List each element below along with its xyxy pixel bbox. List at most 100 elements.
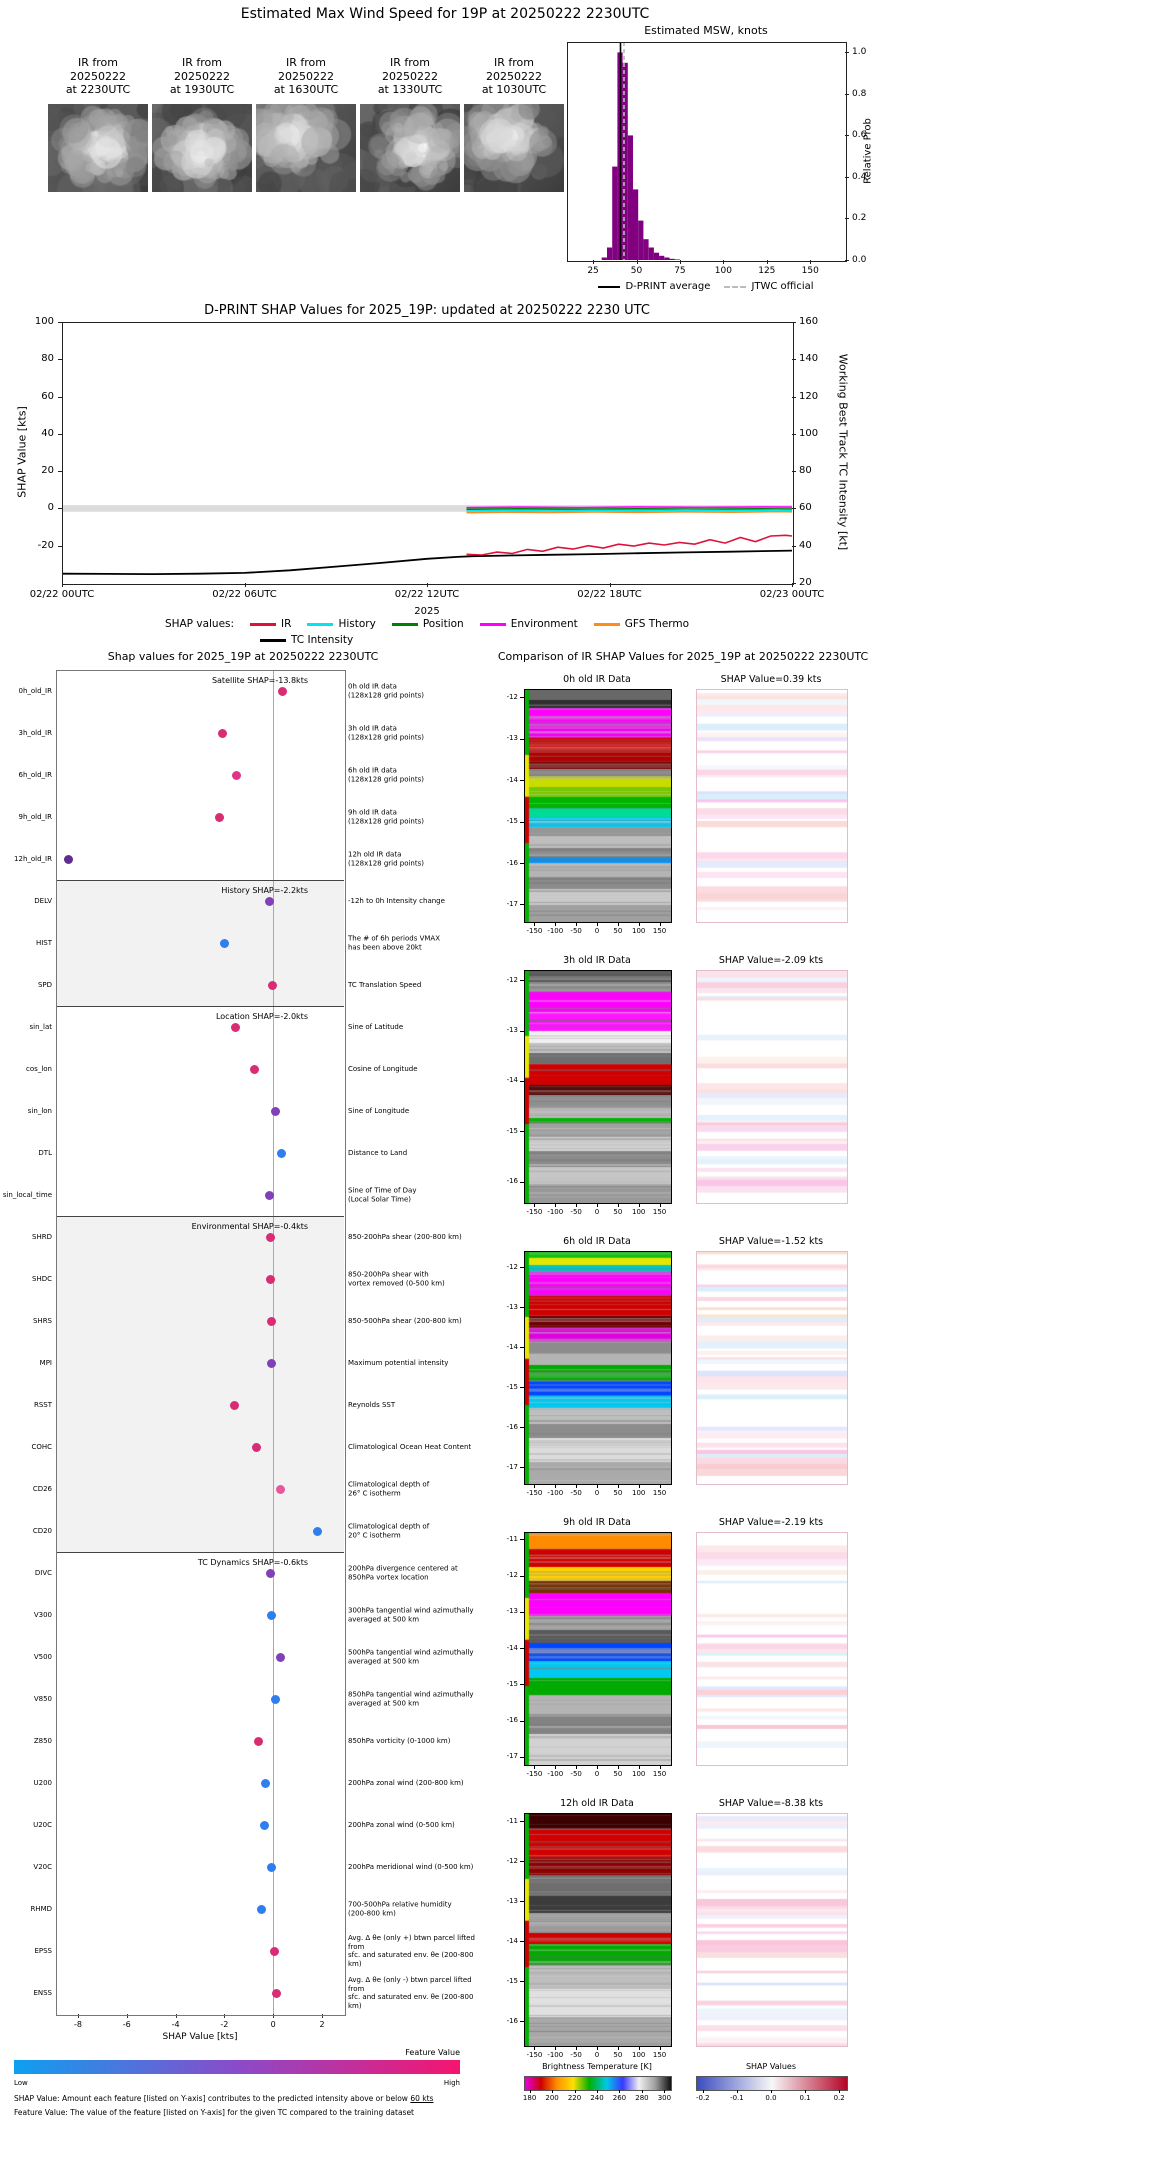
ir-map-xtick-mark (576, 923, 578, 926)
beeswarm-dot (277, 1148, 287, 1158)
beeswarm-dot (231, 770, 241, 780)
ir-map-ytick-mark (520, 1307, 524, 1308)
shap-values-colorbar-tick: -0.1 (730, 2094, 744, 2102)
ts-ytick-left: 20 (41, 465, 54, 477)
msw-hist-ytick-mark (845, 52, 849, 54)
ts-xtick-mark (609, 583, 611, 587)
beeswarm-dot (267, 980, 277, 990)
beeswarm-dot (271, 1988, 281, 1998)
shap-values-colorbar-tick-mark (702, 2090, 704, 2093)
ir-map-ytick-mark (520, 1387, 524, 1388)
beeswarm-feature-label: HIST (35, 938, 52, 947)
beeswarm-feature-desc: Maximum potential intensity (348, 1358, 449, 1367)
beeswarm-feature-desc: 700-500hPa relative humidity (200-800 km… (348, 1900, 452, 1918)
beeswarm-feature-label: CD20 (32, 1526, 52, 1535)
beeswarm-feature-label: 3h_old_IR (18, 728, 53, 737)
beeswarm-feature-label: sin_lon (27, 1106, 52, 1115)
ir-map-ytick: -16 (506, 1716, 518, 1724)
ir-map-xtick: 150 (652, 1489, 667, 1497)
ts-ytick-left: 100 (34, 316, 54, 327)
beeswarm-feature-label: SPD (37, 980, 52, 989)
ir-map-ytick: -11 (506, 1534, 518, 1543)
colorbar-low-label: Low (14, 2079, 28, 2087)
figure-title: Estimated Max Wind Speed for 19P at 2025… (240, 6, 650, 22)
beeswarm-feature-label: COHC (31, 1442, 52, 1451)
ts-ytick-left-mark (58, 359, 62, 361)
shap-map-title: SHAP Value=-2.19 kts (718, 1517, 824, 1528)
ir-thumbnail-image (48, 104, 148, 192)
ir-thumbnail-image (256, 104, 356, 192)
ts-xtick: 02/23 00UTC (759, 589, 825, 600)
ts-legend-heading: SHAP values: (164, 618, 235, 630)
beeswarm-section-bg (56, 1552, 344, 2014)
ir-map-xtick: 150 (652, 927, 667, 935)
beeswarm-dot (251, 1442, 261, 1452)
beeswarm-dot (260, 1820, 270, 1830)
shap-values-colorbar-tick-mark (839, 2090, 841, 2093)
ir-map-xtick: -50 (570, 2051, 582, 2059)
ts-ytick-left-mark (58, 508, 62, 510)
beeswarm-section-bg (56, 1216, 344, 1552)
beeswarm-section-bg (56, 880, 344, 1006)
beeswarm-feature-desc: 500hPa tangential wind azimuthally avera… (348, 1648, 474, 1666)
ts-legend-item: GFS Thermo (593, 618, 689, 630)
beeswarm-xtick: -8 (73, 2020, 82, 2029)
beeswarm-feature-label: DIVC (34, 1568, 52, 1577)
beeswarm-feature-desc: 200hPa divergence centered at 850hPa vor… (348, 1564, 458, 1582)
ir-map-xtick: -150 (526, 1489, 543, 1497)
ir-map-ytick-mark (520, 1131, 524, 1133)
beeswarm-feature-label: 6h_old_IR (18, 770, 53, 779)
msw-hist-canvas (567, 42, 845, 261)
ts-ytick-left-mark (58, 545, 62, 547)
msw-hist-ytick: 0.8 (852, 88, 867, 99)
brightness-temp-colorbar-tick: 280 (635, 2094, 649, 2102)
shap-values-colorbar-tick-mark (771, 2090, 772, 2093)
ir-map-xtick-mark (659, 1766, 661, 1769)
ir-map-ytick-mark (520, 1684, 524, 1686)
brightness-temp-colorbar-tick-mark (529, 2090, 531, 2093)
ir-map-xtick: 100 (632, 1489, 646, 1497)
relative-prob-axis-label: Relative Prob (862, 118, 874, 184)
beeswarm-dot (267, 1610, 277, 1620)
shap-map-image (696, 689, 848, 923)
beeswarm-section-bg (56, 670, 344, 880)
ts-legend-swatch (307, 622, 334, 626)
brightness-temp-colorbar (524, 2076, 672, 2091)
legend-row-1: SHAP values: IR History Position Environment… (62, 618, 792, 630)
ir-map-ytick-mark (520, 2021, 524, 2022)
beeswarm-feature-label: U20C (33, 1820, 52, 1829)
ir-map-ytick-mark (520, 1427, 524, 1428)
ts-legend-label: IR (281, 618, 292, 630)
beeswarm-feature-label: sin_lat (29, 1022, 52, 1031)
beeswarm-title: Shap values for 2025_19P at 20250222 223… (107, 650, 379, 663)
ts-xtick: 02/22 12UTC (394, 589, 460, 600)
ir-map-ytick: -12 (506, 1571, 518, 1579)
ts-xtick: 02/22 18UTC (577, 589, 642, 600)
beeswarm-feature-desc: 12h old IR data (128x128 grid points) (348, 850, 424, 868)
ir-map-ytick: -14 (506, 775, 518, 784)
ir-map-ytick: -13 (506, 1896, 518, 1905)
beeswarm-feature-desc: 200hPa zonal wind (200-800 km) (348, 1778, 464, 1787)
beeswarm-feature-desc: -12h to 0h Intensity change (348, 896, 445, 905)
shap-timeseries-title: D-PRINT SHAP Values for 2025_19P: update… (204, 303, 650, 318)
ir-map-ytick: -15 (506, 1679, 518, 1688)
ir-map-ytick-mark (520, 1539, 524, 1541)
ir-thumbnail-image (464, 104, 564, 192)
beeswarm-feature-label: SHRD (32, 1232, 52, 1241)
beeswarm-xtick: 2 (319, 2020, 325, 2029)
beeswarm-zero-line (273, 670, 275, 2014)
shap-timeseries-frame (62, 322, 794, 585)
hist-legend-swatch (598, 285, 621, 288)
ir-map-ytick: -15 (506, 1976, 518, 1985)
ir-map-xtick-mark (576, 1485, 578, 1488)
ir-map-ytick: -12 (506, 975, 518, 984)
ir-map-xtick: -150 (526, 1770, 543, 1778)
ir-map-ytick-mark (520, 1080, 524, 1082)
ir-map-xtick-mark (617, 923, 619, 926)
beeswarm-dot (250, 1064, 260, 1074)
ir-map-ytick-mark (520, 1941, 524, 1942)
ts-ytick-right: 140 (799, 353, 819, 365)
beeswarm-feature-desc: 200hPa meridional wind (0-500 km) (348, 1862, 474, 1871)
beeswarm-section-divider (56, 1216, 344, 1217)
